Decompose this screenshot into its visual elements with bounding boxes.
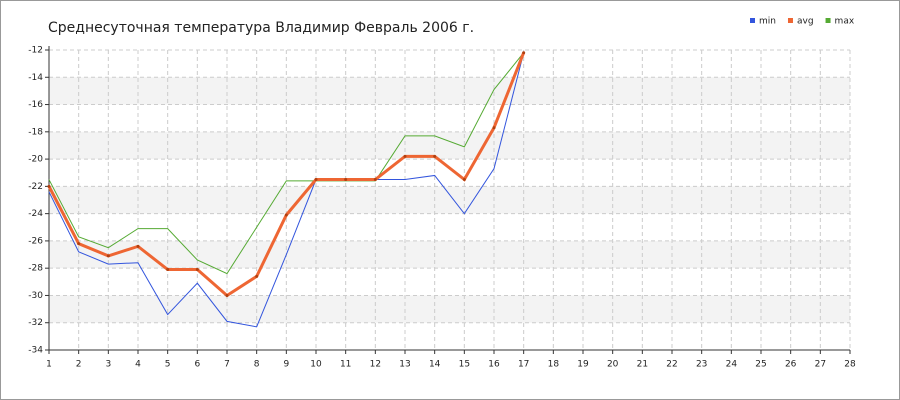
y-tick-label: -34 xyxy=(28,346,43,356)
x-tick-label: 11 xyxy=(340,360,351,370)
x-tick-label: 25 xyxy=(755,360,766,370)
point xyxy=(433,154,437,158)
y-tick-label: -30 xyxy=(28,291,43,301)
y-tick-label: -16 xyxy=(28,100,43,110)
x-tick-label: 2 xyxy=(76,360,82,370)
x-tick-label: 26 xyxy=(785,360,797,370)
band xyxy=(49,295,850,323)
point xyxy=(344,178,348,182)
series-line xyxy=(48,52,525,328)
point xyxy=(136,244,140,248)
point xyxy=(225,293,229,297)
x-tick-label: 23 xyxy=(696,360,707,370)
y-tick-label: -22 xyxy=(28,182,43,192)
y-tick-label: -28 xyxy=(28,264,43,274)
legend-swatch xyxy=(787,18,793,23)
x-tick-label: 9 xyxy=(283,360,289,370)
point xyxy=(195,268,199,272)
x-tick-label: 1 xyxy=(46,360,52,370)
band xyxy=(49,77,850,105)
x-tick-label: 7 xyxy=(224,360,230,370)
point xyxy=(373,178,377,182)
x-tick-label: 14 xyxy=(429,360,441,370)
y-tick-label: -18 xyxy=(28,127,43,137)
point xyxy=(314,178,318,182)
point xyxy=(522,51,526,55)
y-tick-label: -26 xyxy=(28,236,43,246)
band xyxy=(49,131,850,160)
x-tick-label: 5 xyxy=(165,360,171,370)
x-tick-label: 13 xyxy=(399,360,410,370)
point xyxy=(47,184,51,188)
x-tick-label: 27 xyxy=(815,360,826,370)
x-tick-label: 21 xyxy=(637,360,648,370)
x-tick-label: 16 xyxy=(488,360,500,370)
y-tick-label: -12 xyxy=(28,46,43,56)
point xyxy=(166,268,170,272)
x-tick-label: 6 xyxy=(194,360,200,370)
x-tick-label: 18 xyxy=(548,360,560,370)
chart-title: Среднесуточная температура Владимир Февр… xyxy=(48,20,474,36)
band xyxy=(49,186,850,214)
legend-swatch xyxy=(825,18,831,23)
legend-swatch xyxy=(750,18,755,23)
legend-label: max xyxy=(835,17,855,27)
x-tick-label: 12 xyxy=(370,360,381,370)
point xyxy=(106,254,110,258)
band xyxy=(49,240,850,269)
x-tick-label: 28 xyxy=(844,360,856,370)
point xyxy=(462,178,466,182)
x-tick-label: 22 xyxy=(666,360,677,370)
x-tick-label: 24 xyxy=(726,360,738,370)
legend-label: avg xyxy=(797,17,814,27)
series-line xyxy=(48,52,525,275)
x-tick-label: 10 xyxy=(310,360,322,370)
x-tick-label: 15 xyxy=(459,360,470,370)
x-tick-label: 8 xyxy=(254,360,260,370)
x-tick-label: 20 xyxy=(607,360,619,370)
point xyxy=(284,213,288,217)
x-tick-label: 4 xyxy=(135,360,141,370)
x-tick-label: 3 xyxy=(105,360,111,370)
legend-label: min xyxy=(759,17,776,27)
point xyxy=(403,154,407,158)
point xyxy=(492,126,496,130)
x-tick-label: 17 xyxy=(518,360,529,370)
y-tick-label: -24 xyxy=(28,209,43,219)
y-tick-label: -20 xyxy=(28,155,43,165)
point xyxy=(77,242,81,246)
y-tick-label: -32 xyxy=(28,318,43,328)
point xyxy=(255,274,259,278)
y-tick-label: -14 xyxy=(28,73,43,83)
x-tick-label: 19 xyxy=(577,360,589,370)
